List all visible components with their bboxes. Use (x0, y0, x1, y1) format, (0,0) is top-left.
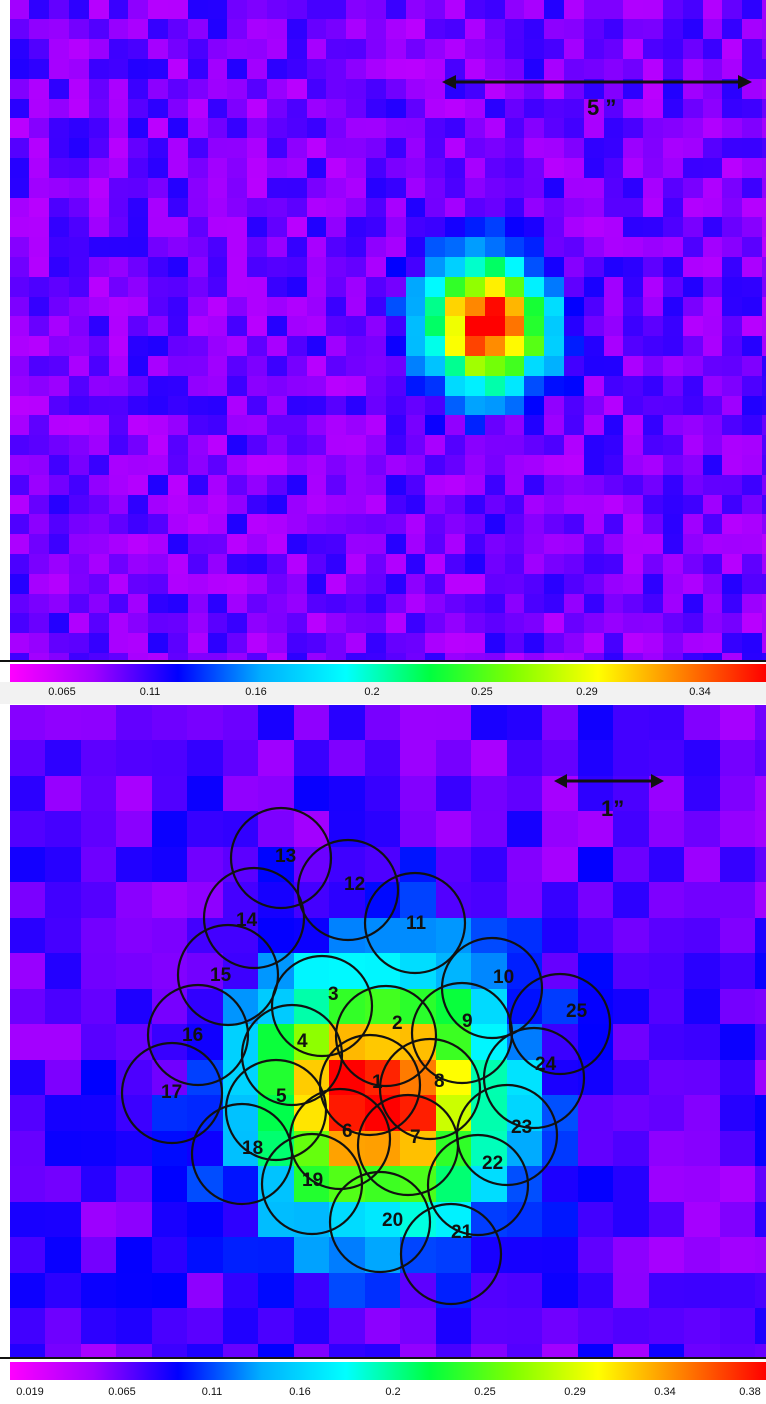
aperture-label: 20 (382, 1210, 403, 1231)
aperture-label: 19 (302, 1170, 323, 1191)
bottom-tick: 0.29 (564, 1386, 586, 1398)
bottom-scale-bar-label: 1” (601, 796, 624, 821)
aperture-label: 15 (210, 965, 232, 986)
top-tick: 0.11 (139, 686, 161, 698)
aperture-circle (240, 1003, 344, 1107)
aperture-circle (229, 806, 333, 910)
top-tick: 0.34 (689, 686, 711, 698)
bottom-heatmap-image (10, 705, 766, 1357)
aperture-label: 25 (566, 1001, 588, 1022)
aperture-circle (363, 871, 467, 975)
bottom-colorbar-gradient (10, 1362, 766, 1380)
aperture-circle (260, 1132, 364, 1236)
bottom-tick: 0.065 (108, 1386, 136, 1398)
aperture-label: 21 (451, 1222, 473, 1243)
top-tick: 0.16 (245, 686, 267, 698)
aperture-label: 1 (372, 1072, 383, 1093)
bottom-image-panel: 1” 1 2 3 4 5 6 7 8 9 10 11 12 13 14 15 16 17 18 19 20 21 22 23… (10, 705, 766, 1357)
aperture-circle (334, 984, 438, 1088)
aperture-circle (328, 1170, 432, 1274)
aperture-label: 22 (482, 1153, 503, 1174)
aperture-circle (190, 1102, 294, 1206)
bottom-tick: 0.34 (654, 1386, 676, 1398)
aperture-label: 7 (410, 1127, 421, 1148)
aperture-circle (399, 1202, 503, 1306)
top-tick: 0.29 (576, 686, 598, 698)
aperture-label: 12 (344, 874, 365, 895)
top-scale-bar-label: 5 ” (587, 95, 616, 120)
aperture-circle (440, 936, 544, 1040)
bottom-scale-bar (554, 774, 664, 788)
aperture-circle (455, 1083, 559, 1187)
top-overlay: 5 ” (442, 75, 752, 120)
bottom-tick: 0.019 (16, 1386, 44, 1398)
aperture-label: 8 (434, 1071, 445, 1092)
aperture-circle (482, 1026, 586, 1130)
aperture-label: 11 (406, 913, 427, 934)
aperture-label: 4 (297, 1031, 308, 1052)
bottom-tick: 0.25 (474, 1386, 496, 1398)
aperture-label: 23 (511, 1117, 532, 1138)
top-colorbar (10, 664, 766, 682)
aperture-circle (410, 981, 514, 1085)
aperture-label: 17 (161, 1082, 182, 1103)
aperture-circle (202, 866, 306, 970)
aperture-circle (426, 1133, 530, 1237)
aperture-label: 2 (392, 1013, 403, 1034)
top-image-panel: 5 ” (10, 0, 766, 660)
aperture-circle (176, 923, 280, 1027)
aperture-label: 24 (535, 1054, 557, 1075)
bottom-tick: 0.16 (289, 1386, 311, 1398)
aperture-label: 13 (275, 846, 296, 867)
bottom-tick: 0.11 (201, 1386, 223, 1398)
aperture-circle (146, 983, 250, 1087)
top-colorbar-border (0, 660, 766, 662)
aperture-label: 5 (276, 1086, 287, 1107)
bottom-tick: 0.38 (739, 1386, 761, 1398)
top-colorbar-ticks: 0.065 0.11 0.16 0.2 0.25 0.29 0.34 (0, 682, 766, 704)
aperture-label: 18 (242, 1138, 263, 1159)
aperture-label: 16 (182, 1025, 203, 1046)
top-tick: 0.25 (471, 686, 493, 698)
aperture-circle (508, 972, 612, 1076)
top-colorbar-gradient (10, 664, 766, 682)
aperture-label: 10 (493, 967, 514, 988)
bottom-colorbar (10, 1362, 766, 1380)
aperture-circle (378, 1037, 482, 1141)
top-tick: 0.065 (48, 686, 76, 698)
bottom-colorbar-border (0, 1357, 766, 1359)
aperture-circle (318, 1033, 422, 1137)
aperture-label: 14 (236, 910, 258, 931)
bottom-tick: 0.2 (385, 1386, 401, 1398)
aperture-label: 3 (328, 984, 339, 1005)
bottom-colorbar-ticks: 0.019 0.065 0.11 0.16 0.2 0.25 0.29 0.34… (0, 1382, 766, 1404)
aperture-circle (224, 1058, 328, 1162)
aperture-circle (120, 1041, 224, 1145)
top-heatmap-image (10, 0, 766, 660)
aperture-circle (296, 838, 400, 942)
aperture-label: 6 (342, 1121, 353, 1142)
aperture-label: 9 (462, 1011, 473, 1032)
top-tick: 0.2 (364, 686, 380, 698)
top-scale-bar (442, 75, 752, 89)
aperture-circle (270, 954, 374, 1058)
